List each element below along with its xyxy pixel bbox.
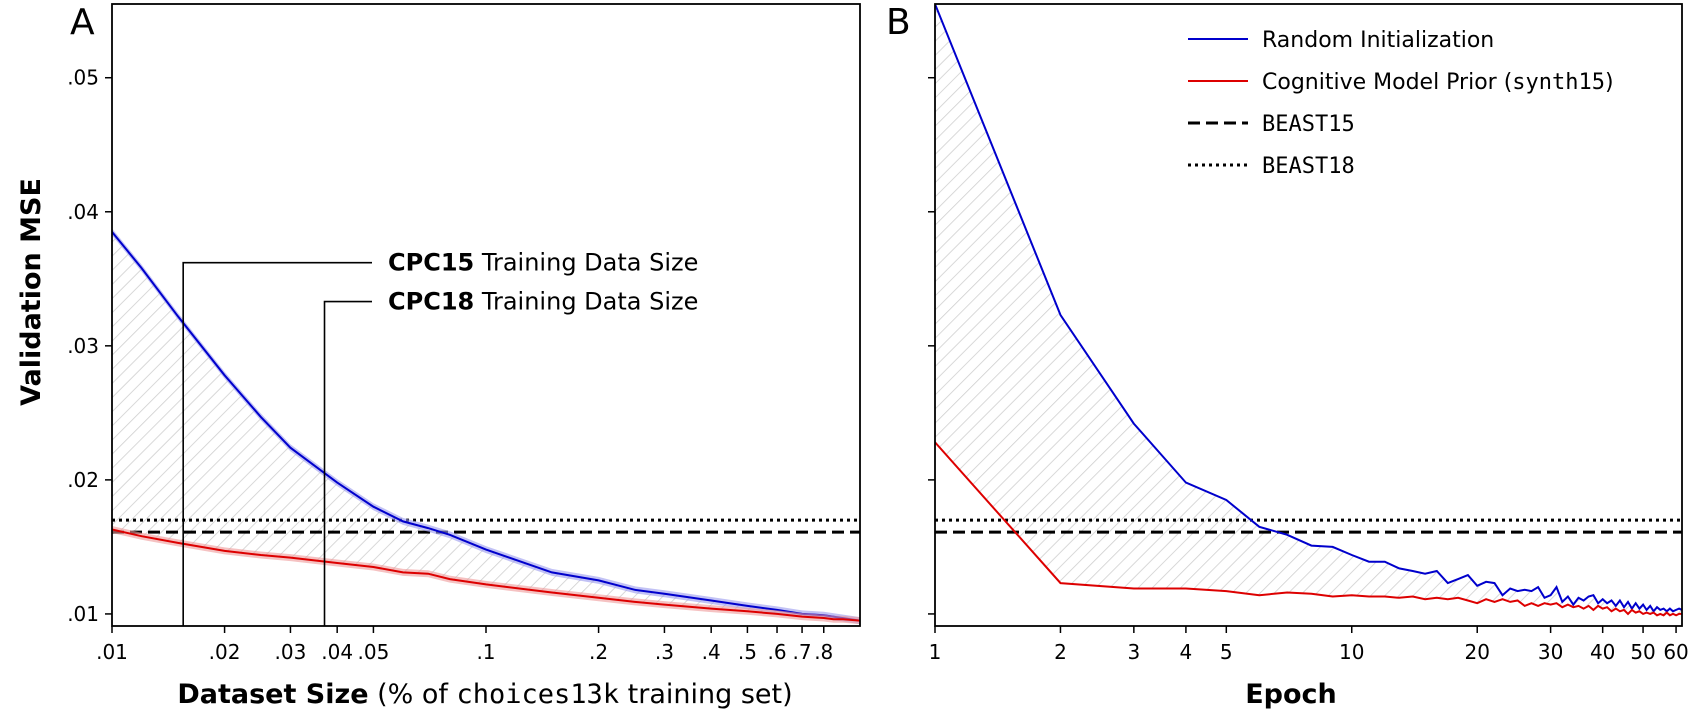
- x-axis-title-b: Epoch: [1245, 679, 1337, 710]
- annotation-label-cpc15: CPC15 Training Data Size: [388, 249, 698, 277]
- legend: Random Initialization Cognitive Model Pr…: [1188, 28, 1614, 179]
- x-tick-label: .05: [358, 640, 390, 664]
- y-tick-label: .05: [67, 66, 99, 90]
- x-tick-label: .3: [655, 640, 674, 664]
- x-tick-label: 20: [1464, 640, 1489, 664]
- x-tick-label: .1: [476, 640, 495, 664]
- x-tick-label: .01: [96, 640, 128, 664]
- x-tick-label: .02: [209, 640, 241, 664]
- legend-entry-cognitive-prior: Cognitive Model Prior (synth15): [1188, 70, 1614, 95]
- y-tick-label: .03: [67, 334, 99, 358]
- x-tick-label: 40: [1590, 640, 1615, 664]
- x-tick-label: 5: [1220, 640, 1233, 664]
- y-tick-label: .02: [67, 468, 99, 492]
- y-tick-label: .01: [67, 602, 99, 626]
- legend-label-beast15: BEAST15: [1262, 112, 1355, 137]
- x-tick-label: 4: [1180, 640, 1193, 664]
- x-tick-label: .2: [589, 640, 608, 664]
- x-tick-label: 60: [1663, 640, 1688, 664]
- x-axis-title-a: Dataset Size (% of choices13k training s…: [177, 679, 792, 710]
- x-tick-label: .03: [275, 640, 307, 664]
- annotation-label-cpc18: CPC18 Training Data Size: [388, 288, 698, 316]
- legend-entry-random-init: Random Initialization: [1188, 28, 1494, 53]
- gap-hatch-region: [935, 4, 1682, 616]
- x-tick-label: .4: [702, 640, 721, 664]
- legend-entry-beast18: BEAST18: [1188, 154, 1355, 179]
- legend-label-random-init: Random Initialization: [1262, 28, 1494, 53]
- annotation-leader-0: [182, 261, 372, 626]
- x-tick-label: .04: [321, 640, 353, 664]
- y-tick-label: .04: [67, 200, 99, 224]
- series-line-cognitive-prior: [112, 528, 860, 622]
- x-tick-label: 50: [1630, 640, 1655, 664]
- legend-entry-beast15: BEAST15: [1188, 112, 1355, 137]
- annotation-leader-1: [323, 300, 372, 626]
- gap-hatch-region: [112, 231, 860, 621]
- x-tick-label: .5: [738, 640, 757, 664]
- legend-label-beast18: BEAST18: [1262, 154, 1355, 179]
- x-tick-label: 1: [929, 640, 942, 664]
- panel-a: A CPC15 Training Data Size CPC18 Training…: [16, 2, 861, 710]
- x-tick-label: .8: [814, 640, 833, 664]
- x-tick-label: 10: [1339, 640, 1364, 664]
- x-tick-label: 2: [1054, 640, 1067, 664]
- x-tick-label: .6: [767, 640, 786, 664]
- plot-frame: [934, 3, 1683, 627]
- panel-b-letter: B: [886, 2, 911, 43]
- series-line-random-init: [935, 4, 1682, 614]
- panel-b: B 1 2 3 4 5 10 20 30 40 50 60 Epoch Random Initial…: [886, 2, 1689, 710]
- x-tick-label: .7: [793, 640, 812, 664]
- panel-a-letter: A: [70, 2, 95, 43]
- series-line-random-init: [112, 231, 860, 622]
- series-line-cognitive-prior: [935, 441, 1682, 617]
- y-axis-title: Validation MSE: [16, 178, 47, 406]
- legend-label-cognitive-prior: Cognitive Model Prior (synth15): [1262, 70, 1614, 95]
- x-tick-label: 30: [1538, 640, 1563, 664]
- x-tick-label: 3: [1127, 640, 1140, 664]
